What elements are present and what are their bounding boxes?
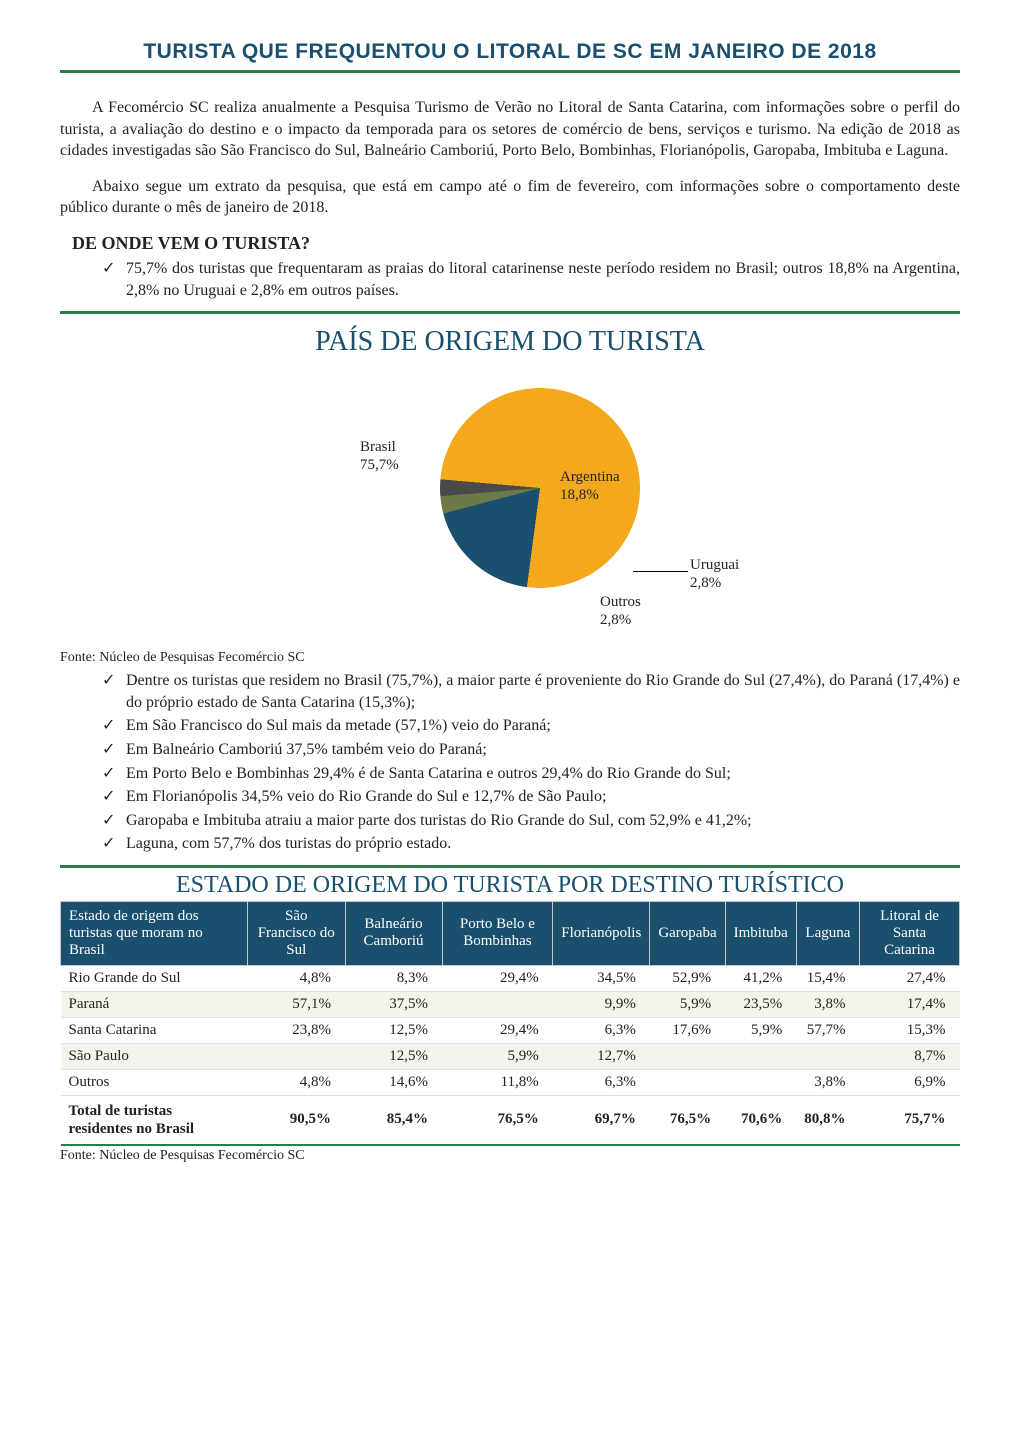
- bullet-list-2: Dentre os turistas que residem no Brasil…: [60, 670, 960, 855]
- table-source: Fonte: Núcleo de Pesquisas Fecomércio SC: [60, 1148, 960, 1164]
- table-cell: 23,5%: [725, 991, 796, 1017]
- table-cell: 57,7%: [796, 1017, 859, 1043]
- table-cell: [442, 991, 553, 1017]
- table-cell: 37,5%: [345, 991, 442, 1017]
- chart-source: Fonte: Núcleo de Pesquisas Fecomércio SC: [60, 650, 960, 666]
- table-cell: 12,5%: [345, 1017, 442, 1043]
- table-cell: 4,8%: [248, 965, 346, 991]
- pie-label-uruguai: Uruguai 2,8%: [690, 556, 739, 592]
- table-row-label: Rio Grande do Sul: [61, 965, 248, 991]
- intro-para-1: A Fecomércio SC realiza anualmente a Pes…: [60, 97, 960, 162]
- table-cell: 3,8%: [796, 1069, 859, 1095]
- table-cell: 5,9%: [442, 1043, 553, 1069]
- table-cell: 5,9%: [725, 1017, 796, 1043]
- bullet-item: 75,7% dos turistas que frequentaram as p…: [102, 258, 960, 301]
- bullet-list-1: 75,7% dos turistas que frequentaram as p…: [60, 258, 960, 301]
- table-cell: 57,1%: [248, 991, 346, 1017]
- section-header-origin: DE ONDE VEM O TURISTA?: [72, 233, 960, 254]
- table-cell: 9,9%: [553, 991, 650, 1017]
- table-col-header: Estado de origem dos turistas que moram …: [61, 901, 248, 965]
- table-cell: 12,5%: [345, 1043, 442, 1069]
- table-col-header: Imbituba: [725, 901, 796, 965]
- table-cell: 52,9%: [650, 965, 725, 991]
- table-cell: [248, 1043, 346, 1069]
- table-col-header: Porto Belo e Bombinhas: [442, 901, 553, 965]
- pie-leader: [633, 571, 688, 572]
- table-row-label: Santa Catarina: [61, 1017, 248, 1043]
- table-total-cell: 69,7%: [553, 1095, 650, 1145]
- table-row-label: Outros: [61, 1069, 248, 1095]
- table-title: ESTADO DE ORIGEM DO TURISTA POR DESTINO …: [60, 865, 960, 901]
- intro-para-2: Abaixo segue um extrato da pesquisa, que…: [60, 176, 960, 219]
- table-col-header: São Francisco do Sul: [248, 901, 346, 965]
- chart-title: PAÍS DE ORIGEM DO TURISTA: [60, 326, 960, 358]
- table-cell: 17,4%: [860, 991, 960, 1017]
- table-cell: 11,8%: [442, 1069, 553, 1095]
- table-row: Santa Catarina23,8%12,5%29,4%6,3%17,6%5,…: [61, 1017, 960, 1043]
- table-cell: 8,7%: [860, 1043, 960, 1069]
- table-col-header: Litoral de Santa Catarina: [860, 901, 960, 965]
- table-cell: 29,4%: [442, 1017, 553, 1043]
- table-total-cell: 85,4%: [345, 1095, 442, 1145]
- table-total-row: Total de turistas residentes no Brasil90…: [61, 1095, 960, 1145]
- table-cell: 34,5%: [553, 965, 650, 991]
- pie-label-argentina: Argentina 18,8%: [560, 468, 620, 504]
- table-cell: 17,6%: [650, 1017, 725, 1043]
- table-cell: 14,6%: [345, 1069, 442, 1095]
- table-cell: 12,7%: [553, 1043, 650, 1069]
- pie-chart: Brasil 75,7% Argentina 18,8% Uruguai 2,8…: [60, 368, 960, 648]
- table-cell: 15,4%: [796, 965, 859, 991]
- page-title: TURISTA QUE FREQUENTOU O LITORAL DE SC E…: [60, 40, 960, 73]
- table-cell: [725, 1069, 796, 1095]
- origin-table: Estado de origem dos turistas que moram …: [60, 901, 960, 1146]
- table-total-cell: 90,5%: [248, 1095, 346, 1145]
- table-cell: 41,2%: [725, 965, 796, 991]
- table-row: Outros4,8%14,6%11,8%6,3% 3,8%6,9%: [61, 1069, 960, 1095]
- table-row: Paraná57,1%37,5% 9,9%5,9%23,5%3,8%17,4%: [61, 991, 960, 1017]
- table-row: Rio Grande do Sul4,8%8,3%29,4%34,5%52,9%…: [61, 965, 960, 991]
- bullet-item: Em Porto Belo e Bombinhas 29,4% é de San…: [102, 763, 960, 785]
- section-divider: [60, 311, 960, 314]
- table-cell: 5,9%: [650, 991, 725, 1017]
- table-total-cell: 76,5%: [442, 1095, 553, 1145]
- table-col-header: Laguna: [796, 901, 859, 965]
- bullet-item: Garopaba e Imbituba atraiu a maior parte…: [102, 810, 960, 832]
- bullet-item: Em Balneário Camboriú 37,5% também veio …: [102, 739, 960, 761]
- table-total-cell: 80,8%: [796, 1095, 859, 1145]
- table-total-cell: 75,7%: [860, 1095, 960, 1145]
- table-cell: 3,8%: [796, 991, 859, 1017]
- table-cell: 4,8%: [248, 1069, 346, 1095]
- table-cell: 27,4%: [860, 965, 960, 991]
- table-row-label: Paraná: [61, 991, 248, 1017]
- bullet-item: Em São Francisco do Sul mais da metade (…: [102, 715, 960, 737]
- bullet-item: Em Florianópolis 34,5% veio do Rio Grand…: [102, 786, 960, 808]
- table-cell: 6,3%: [553, 1017, 650, 1043]
- table-cell: 29,4%: [442, 965, 553, 991]
- table-cell: 6,9%: [860, 1069, 960, 1095]
- pie-label-outros: Outros 2,8%: [600, 593, 641, 629]
- table-total-label: Total de turistas residentes no Brasil: [61, 1095, 248, 1145]
- table-row-label: São Paulo: [61, 1043, 248, 1069]
- table-col-header: Florianópolis: [553, 901, 650, 965]
- table-cell: 15,3%: [860, 1017, 960, 1043]
- table-total-cell: 70,6%: [725, 1095, 796, 1145]
- table-total-cell: 76,5%: [650, 1095, 725, 1145]
- table-header-row: Estado de origem dos turistas que moram …: [61, 901, 960, 965]
- table-cell: [650, 1043, 725, 1069]
- table-cell: 6,3%: [553, 1069, 650, 1095]
- table-cell: [650, 1069, 725, 1095]
- intro-block: A Fecomércio SC realiza anualmente a Pes…: [60, 97, 960, 219]
- bullet-item: Dentre os turistas que residem no Brasil…: [102, 670, 960, 713]
- table-col-header: Balneário Camboriú: [345, 901, 442, 965]
- table-row: São Paulo 12,5%5,9%12,7% 8,7%: [61, 1043, 960, 1069]
- pie-label-brasil: Brasil 75,7%: [360, 438, 399, 474]
- bullet-item: Laguna, com 57,7% dos turistas do própri…: [102, 833, 960, 855]
- table-cell: 23,8%: [248, 1017, 346, 1043]
- table-cell: [725, 1043, 796, 1069]
- table-cell: 8,3%: [345, 965, 442, 991]
- table-cell: [796, 1043, 859, 1069]
- table-col-header: Garopaba: [650, 901, 725, 965]
